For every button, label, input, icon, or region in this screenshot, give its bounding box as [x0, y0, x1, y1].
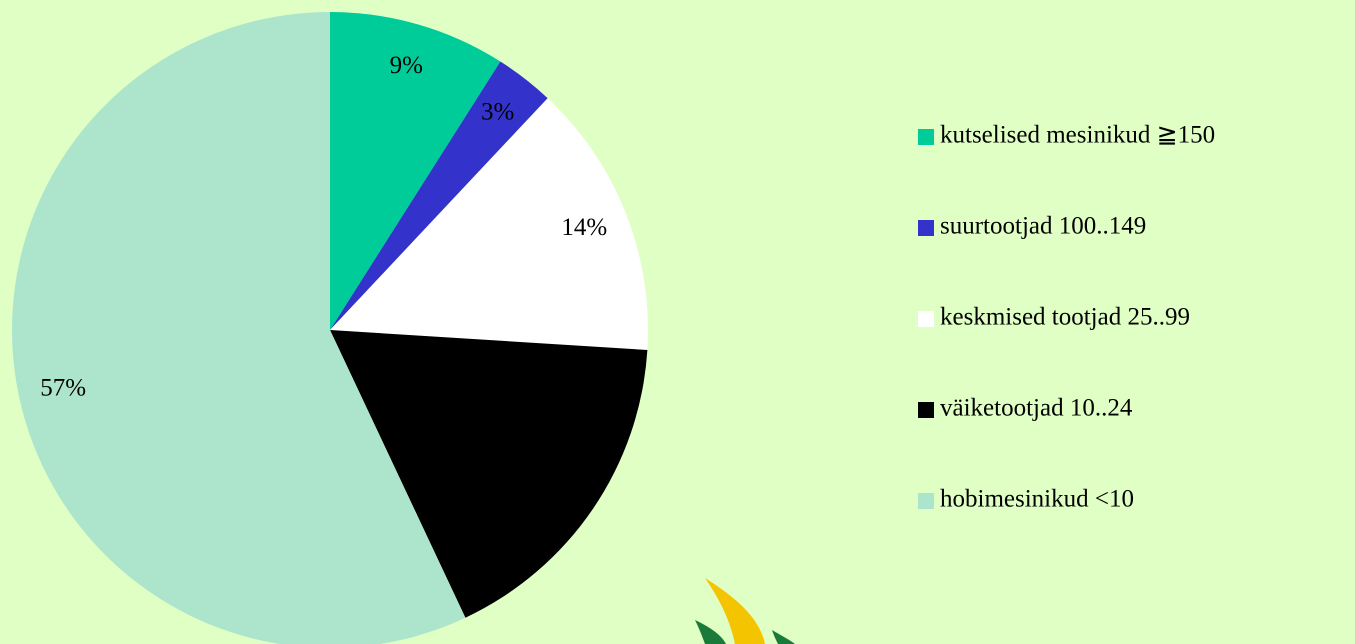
- legend-label: kutselised mesinikud ≧150: [940, 122, 1215, 149]
- pie-slice: [330, 98, 648, 350]
- legend-label: väiketootjad 10..24: [940, 395, 1133, 422]
- legend-label: hobimesinikud <10: [940, 486, 1134, 513]
- data-label: 57%: [40, 374, 86, 401]
- legend-swatch: [918, 493, 934, 509]
- legend-label: keskmised tootjad 25..99: [940, 304, 1190, 331]
- legend-label: suurtootjad 100..149: [940, 213, 1146, 240]
- logo-leaf: [772, 630, 795, 644]
- pie-slice: [330, 12, 501, 330]
- legend-swatch: [918, 402, 934, 418]
- legend-swatch: [918, 311, 934, 327]
- logo-leaf: [705, 578, 765, 644]
- pie-slice: [330, 61, 548, 330]
- pie-slice: [330, 330, 648, 618]
- logo-leaf: [695, 620, 726, 644]
- pie-slice: [12, 12, 466, 644]
- data-label: 9%: [390, 52, 423, 79]
- legend-swatch: [918, 220, 934, 236]
- data-label: 14%: [561, 214, 607, 241]
- legend-swatch: [918, 129, 934, 145]
- data-label: 3%: [481, 99, 514, 126]
- logo: [695, 578, 795, 644]
